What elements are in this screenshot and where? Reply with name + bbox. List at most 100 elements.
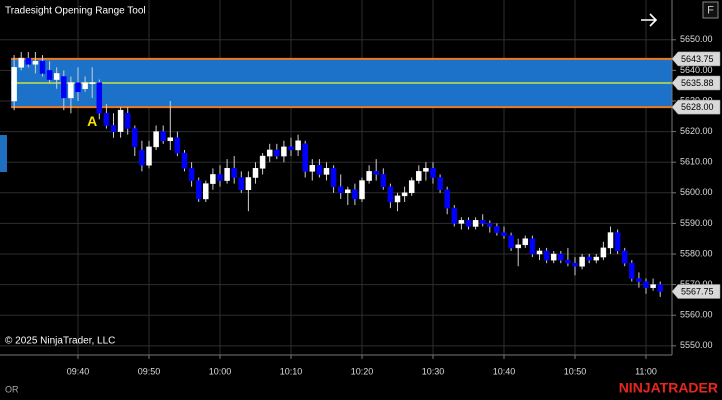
y-tick-label: 5620.00: [680, 126, 713, 136]
side-tab[interactable]: [0, 135, 7, 172]
candle-body: [103, 112, 110, 126]
candle-body: [53, 73, 60, 80]
opening-range: [11, 57, 673, 109]
candle-body: [458, 220, 465, 224]
y-tick-label: 5550.00: [680, 340, 713, 350]
candle-body: [394, 195, 401, 203]
x-tick-label: 10:50: [564, 366, 587, 376]
chart-title: Tradesight Opening Range Tool: [5, 6, 146, 17]
y-tick-label: 5590.00: [680, 218, 713, 228]
candle-body: [18, 57, 24, 68]
candle-body: [302, 143, 308, 172]
candle-body: [529, 238, 536, 255]
candle-body: [401, 192, 408, 197]
candle-body: [281, 146, 287, 157]
y-tick-label: 5640.00: [680, 65, 713, 75]
candle-body: [89, 82, 95, 84]
candle-body: [32, 60, 39, 65]
candle-body: [501, 232, 507, 236]
candle-body: [387, 186, 394, 203]
y-tick-label: 5610.00: [680, 157, 713, 167]
candle-body: [266, 149, 273, 157]
range-low-label-bg: [671, 99, 721, 115]
candle-body: [621, 250, 628, 264]
candle-body: [132, 128, 138, 148]
x-tick-label: 10:40: [493, 366, 516, 376]
candle-body: [11, 67, 17, 102]
last-price-label-bg: [671, 284, 721, 299]
y-tick-label: 5570.00: [680, 279, 713, 289]
candle-body: [515, 244, 521, 249]
candle-body: [444, 189, 450, 209]
x-tick-label: 10:30: [422, 366, 445, 376]
annotation: A: [87, 113, 97, 129]
y-tick-label: 5580.00: [680, 248, 713, 258]
candle-body: [181, 152, 188, 169]
candle-body: [536, 250, 543, 255]
x-tick-label: 10:20: [351, 366, 374, 376]
candle-body: [316, 165, 323, 175]
candle-body: [345, 189, 351, 194]
candle-body: [195, 180, 202, 200]
candle-body: [117, 109, 124, 132]
candle-body: [430, 168, 436, 178]
candle-body: [607, 232, 614, 249]
y-tick-label: 5650.00: [680, 34, 713, 44]
candle-body: [359, 180, 365, 200]
candle-body: [550, 253, 557, 261]
candle-body: [508, 235, 514, 249]
candle-body: [203, 183, 209, 200]
candle-body: [600, 247, 607, 258]
price-tags: 5643.75 5635.88 5628.00 5567.75: [671, 51, 721, 299]
button-frame[interactable]: [702, 1, 719, 19]
candle-body: [309, 165, 316, 172]
range-mid-label-bg: [671, 75, 721, 91]
candle-body: [210, 174, 216, 184]
candles: A: [11, 52, 663, 297]
button-label[interactable]: F: [707, 4, 714, 16]
candle-body: [238, 177, 245, 190]
candle-body: [174, 137, 181, 154]
candle-body: [295, 140, 301, 151]
x-tick-label: 11:00: [635, 366, 657, 376]
candle-body: [472, 220, 479, 227]
candle-body: [231, 168, 237, 178]
candle-body: [380, 174, 387, 187]
candle-body: [586, 256, 592, 261]
brand-logo: NINJATRADER: [619, 380, 718, 396]
copyright: © 2025 NinjaTrader, LLC: [5, 336, 115, 347]
range-high-label: 5643.75: [681, 54, 714, 64]
candle-body: [572, 262, 578, 267]
candle-body: [96, 82, 103, 114]
candle-body: [224, 168, 230, 181]
candle-body: [437, 177, 443, 190]
candle-body: [451, 207, 458, 224]
candle-body: [408, 180, 415, 194]
candle-body: [416, 171, 422, 181]
candle-body: [494, 226, 500, 233]
arrow-icon[interactable]: [641, 13, 658, 27]
candle-body: [558, 253, 564, 261]
candle-body: [643, 281, 649, 288]
tab-label[interactable]: OR: [5, 384, 19, 394]
candle-body: [274, 149, 280, 157]
candle-body: [25, 57, 32, 65]
x-tick-label: 10:10: [280, 366, 303, 376]
candle-body: [245, 177, 252, 190]
candle-body: [487, 223, 493, 227]
range-low-label: 5628.00: [681, 102, 714, 112]
x-tick-label: 09:40: [67, 366, 90, 376]
candle-body: [543, 250, 550, 261]
candle-body: [167, 137, 174, 142]
candle-body: [124, 112, 131, 129]
candle-body: [46, 70, 53, 80]
candle-body: [629, 262, 635, 279]
candle-body: [68, 82, 74, 99]
candle-body: [423, 168, 429, 172]
candle-body: [614, 232, 621, 252]
x-tick-label: 10:00: [209, 366, 232, 376]
candle-body: [323, 168, 330, 175]
candle-body: [75, 82, 81, 93]
